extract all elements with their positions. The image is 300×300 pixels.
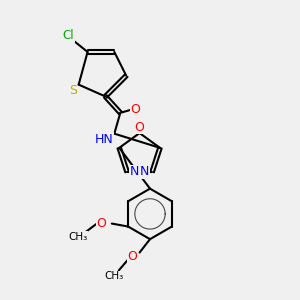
Text: O: O: [96, 217, 106, 230]
Text: O: O: [130, 103, 140, 116]
Text: O: O: [127, 250, 137, 263]
Text: N: N: [130, 165, 139, 178]
Text: N: N: [140, 165, 149, 178]
Text: S: S: [69, 84, 77, 97]
Text: O: O: [135, 121, 145, 134]
Text: HN: HN: [94, 133, 113, 146]
Text: CH₃: CH₃: [105, 271, 124, 281]
Text: Cl: Cl: [62, 29, 74, 42]
Text: CH₃: CH₃: [68, 232, 87, 242]
